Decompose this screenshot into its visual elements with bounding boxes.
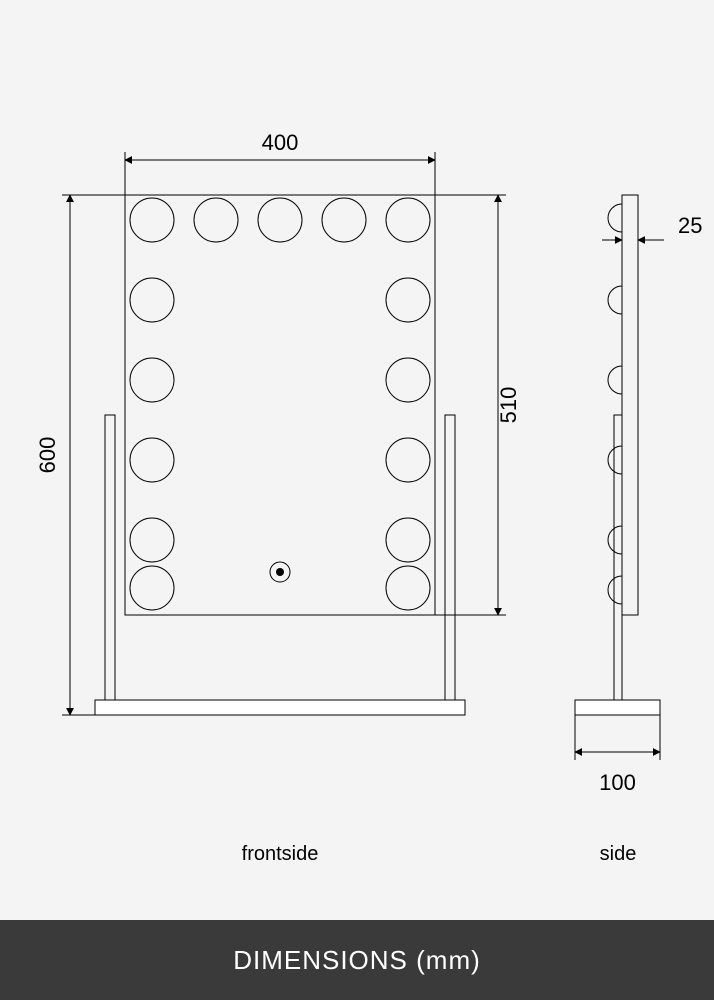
label-side: side [600,843,637,865]
diagram-svg: 400 600 510 100 25 frontside side [0,0,714,920]
dim-inner-h: 510 [496,387,521,424]
label-frontside: frontside [242,843,319,865]
dim-depth: 100 [599,770,636,795]
dim-height: 600 [35,437,60,474]
dim-thick: 25 [678,213,702,238]
dim-width: 400 [262,130,299,155]
footer-title: DIMENSIONS (mm) [233,945,481,976]
footer-bar: DIMENSIONS (mm) [0,920,714,1000]
